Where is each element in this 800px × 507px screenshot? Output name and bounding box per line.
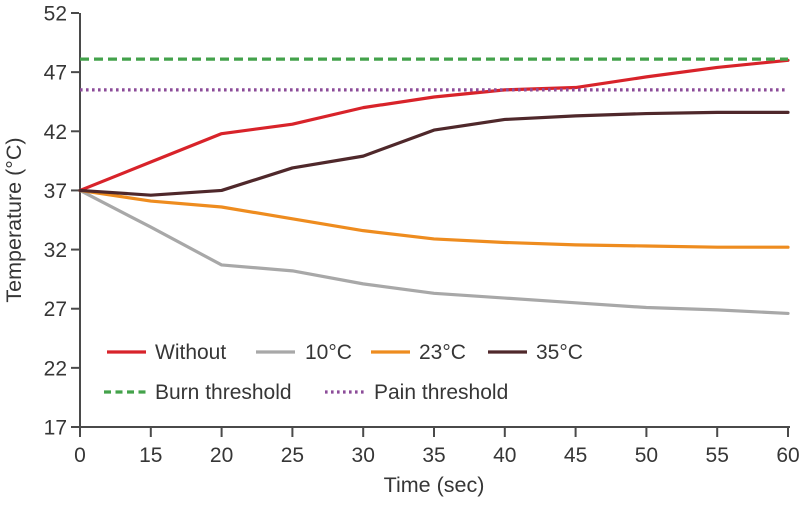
x-axis-title: Time (sec) — [384, 473, 485, 497]
axis-layer: 17 22 27 32 37 42 47 52 0 15 20 25 30 35 40 45 50 55 60 — [44, 3, 800, 468]
y-tick-label: 52 — [44, 3, 67, 26]
x-tick-label: 55 — [706, 444, 729, 467]
y-tick-label: 22 — [44, 357, 67, 380]
x-tick-label: 45 — [564, 444, 587, 467]
legend-label-without: Without — [155, 341, 226, 364]
y-axis-title: Temperature (°C) — [2, 137, 26, 302]
y-tick-label: 17 — [44, 417, 67, 440]
series-layer — [78, 58, 790, 316]
legend-label-35c: 35°C — [536, 341, 583, 364]
x-tick-label: 60 — [776, 444, 799, 467]
x-tick-label: 50 — [635, 444, 658, 467]
x-tick-label: 0 — [74, 444, 86, 467]
y-tick-label: 37 — [44, 180, 67, 203]
x-tick-label: 30 — [352, 444, 375, 467]
legend-label-pain-threshold: Pain threshold — [374, 381, 508, 404]
threshold-layer — [80, 57, 788, 92]
series-line-10-c — [78, 188, 790, 316]
series-line-23-c — [78, 188, 790, 249]
y-tick-label: 32 — [44, 239, 67, 262]
y-tick-label: 27 — [44, 298, 67, 321]
legend-label-burn-threshold: Burn threshold — [155, 381, 292, 404]
x-tick-label: 35 — [422, 444, 445, 467]
legend: Without 10°C 23°C 35°C Burn threshold Pa… — [104, 341, 583, 404]
legend-label-10c: 10°C — [305, 341, 352, 364]
series-line-35-c — [78, 110, 790, 197]
y-tick-label: 42 — [44, 121, 67, 144]
x-tick-label: 20 — [210, 444, 233, 467]
x-tick-label: 15 — [139, 444, 162, 467]
x-tick-label: 40 — [493, 444, 516, 467]
x-tick-label: 25 — [281, 444, 304, 467]
series-line-without — [78, 58, 790, 193]
y-tick-label: 47 — [44, 62, 67, 85]
legend-label-23c: 23°C — [419, 341, 466, 364]
